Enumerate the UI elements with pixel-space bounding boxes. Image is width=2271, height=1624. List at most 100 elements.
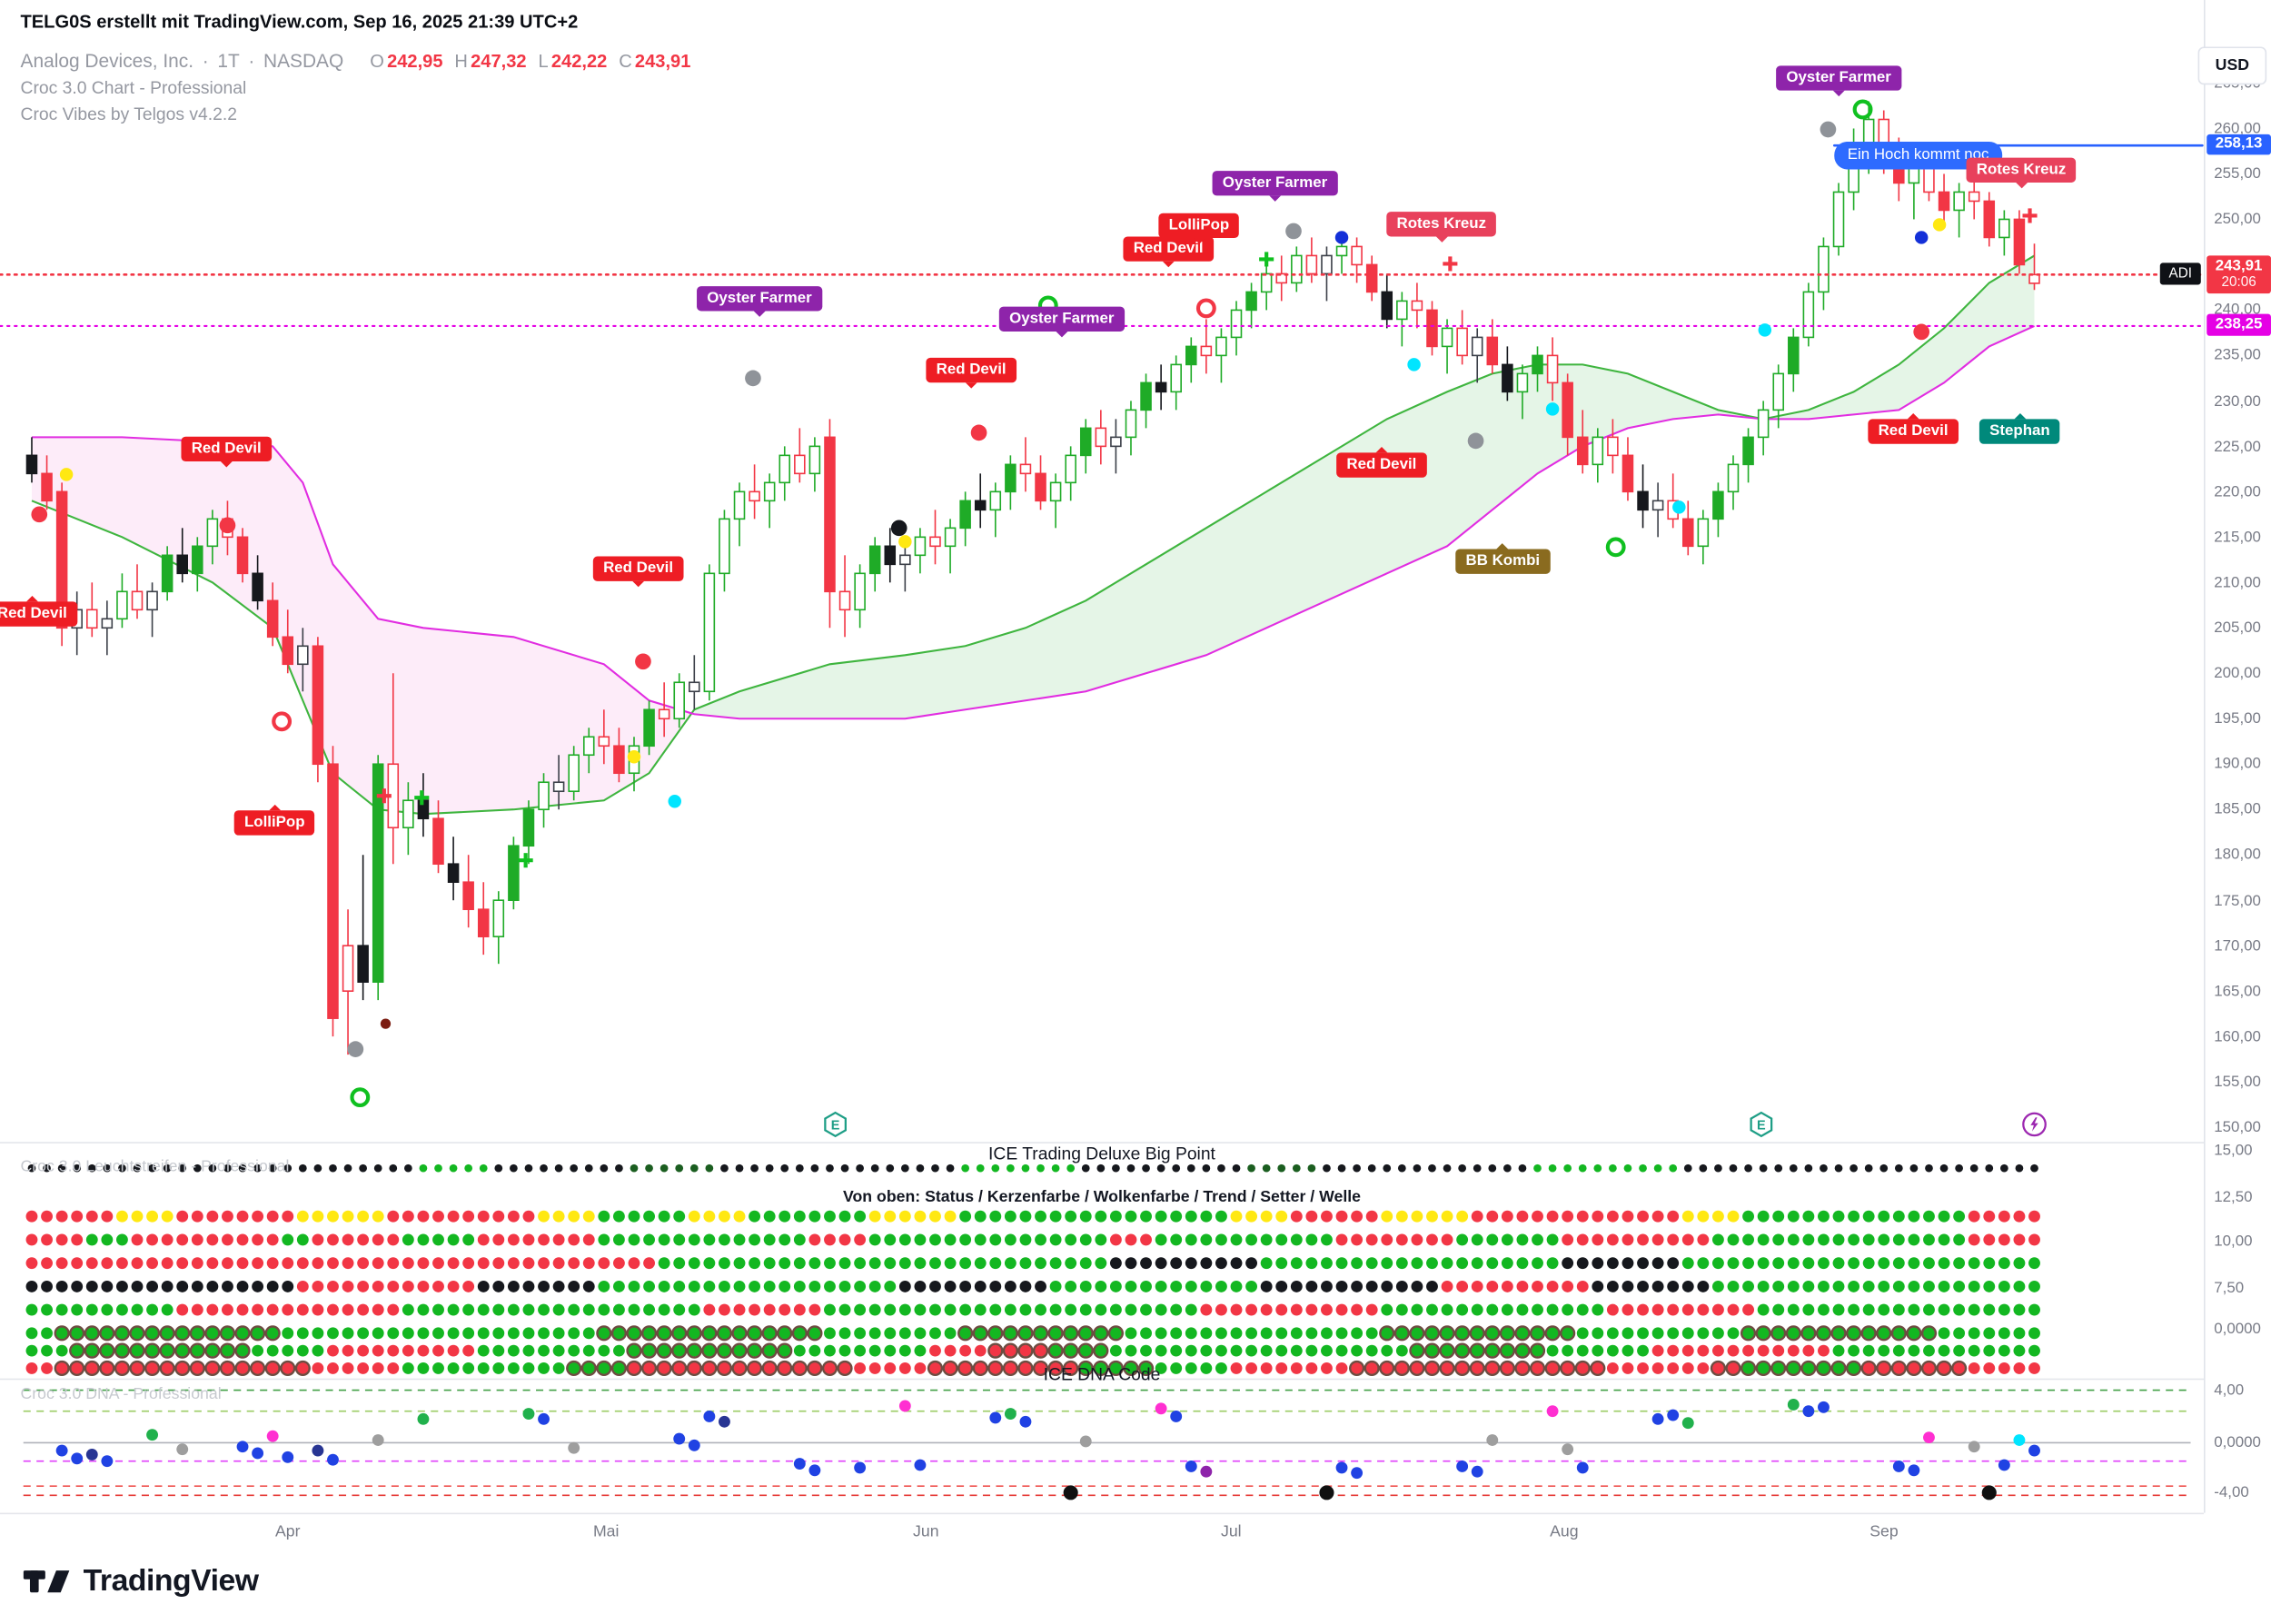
time-tick-label: Sep — [1869, 1522, 1899, 1541]
flag-lollipop[interactable]: LolliPop — [233, 804, 315, 836]
time-tick-label: Mai — [592, 1522, 620, 1541]
flag-red-devil[interactable]: Red Devil — [1868, 412, 1959, 444]
flag-lollipop[interactable]: LolliPop — [1158, 213, 1240, 244]
price-tick-label: 170,00 — [2214, 936, 2261, 955]
exchange-label: NASDAQ — [263, 49, 344, 72]
flag-red-devil[interactable]: Red Devil — [0, 595, 78, 627]
separator: · — [202, 49, 209, 72]
chart-icon-earnings[interactable]: E — [822, 1111, 848, 1138]
dna-indicator-label[interactable]: Croc 3.0 DNA - Professional — [20, 1385, 222, 1403]
svg-text:E: E — [1757, 1119, 1766, 1134]
price-tick-label: 205,00 — [2214, 619, 2261, 637]
price-tick-label: 175,00 — [2214, 891, 2261, 909]
bigpoint-dot-matrix — [25, 1164, 2040, 1377]
price-badge-alert-level: 258,13 — [2207, 134, 2271, 155]
time-tick-label: Jun — [913, 1522, 939, 1541]
flag-rotes-kreuz[interactable]: Rotes Kreuz — [1966, 157, 2077, 189]
time-tick-label: Jul — [1220, 1522, 1242, 1541]
price-tick-label: 255,00 — [2214, 164, 2261, 183]
low-label: L — [538, 51, 549, 72]
chart-icon-earnings[interactable]: E — [1748, 1111, 1774, 1138]
price-tick-label: 190,00 — [2214, 755, 2261, 773]
symbol-price-label: ADI — [2159, 262, 2201, 285]
separator: · — [248, 49, 255, 72]
flag-oyster-farmer[interactable]: Oyster Farmer — [697, 286, 822, 317]
close-label: C — [619, 51, 632, 72]
tradingview-wordmark: TradingView — [83, 1563, 259, 1598]
price-axis[interactable]: 265,00260,00255,00250,00245,00240,00235,… — [2204, 0, 2271, 1513]
svg-text:E: E — [831, 1119, 840, 1134]
flag-oyster-farmer[interactable]: Oyster Farmer — [998, 306, 1125, 338]
price-tick-label: 210,00 — [2214, 573, 2261, 591]
indicator-title-croc-vibes[interactable]: Croc Vibes by Telgos v4.2.2 — [20, 104, 237, 124]
close-value: 243,91 — [634, 51, 691, 72]
bigpoint-panel-subtitle: Von oben: Status / Kerzenfarbe / Wolkenf… — [843, 1188, 1361, 1206]
flag-rotes-kreuz[interactable]: Rotes Kreuz — [1386, 212, 1497, 243]
interval-label[interactable]: 1T — [217, 49, 240, 72]
price-tick-label: 15,00 — [2214, 1142, 2253, 1160]
flag-red-devil[interactable]: Red Devil — [1336, 446, 1427, 478]
price-tick-label: 4,00 — [2214, 1381, 2245, 1400]
flag-oyster-farmer[interactable]: Oyster Farmer — [1212, 171, 1338, 202]
time-axis[interactable]: Apr Mai Jun Jul Aug Sep — [0, 1512, 2205, 1550]
price-tick-label: 250,00 — [2214, 210, 2261, 229]
price-tick-label: 215,00 — [2214, 528, 2261, 546]
panel-separator[interactable] — [0, 1142, 2205, 1144]
ohlc-values: O 242,95 H 247,32 L 242,22 C 243,91 — [362, 51, 691, 72]
bigpoint-panel-title: ICE Trading Deluxe Big Point — [988, 1143, 1215, 1164]
price-tick-label: 10,00 — [2214, 1232, 2253, 1251]
dna-panel — [23, 1389, 2191, 1500]
earnings-icon: E — [824, 1111, 847, 1138]
time-tick-label: Apr — [274, 1522, 301, 1541]
panel-separator[interactable] — [0, 1378, 2205, 1381]
time-tick-label: Aug — [1550, 1522, 1579, 1541]
price-tick-label: 195,00 — [2214, 709, 2261, 728]
indicator-title-croc-chart[interactable]: Croc 3.0 Chart - Professional — [20, 77, 247, 98]
chart-icon-lightning[interactable] — [2021, 1111, 2048, 1137]
flag-bb-kombi[interactable]: BB Kombi — [1455, 543, 1551, 574]
price-tick-label: 220,00 — [2214, 482, 2261, 500]
price-tick-label: 0,0000 — [2214, 1433, 2261, 1452]
open-value: 242,95 — [387, 51, 443, 72]
symbol-name[interactable]: Analog Devices, Inc. — [20, 49, 194, 72]
currency-toggle-button[interactable]: USD — [2197, 46, 2267, 85]
high-value: 247,32 — [471, 51, 527, 72]
flag-red-devil[interactable]: Red Devil — [592, 556, 684, 588]
price-tick-label: 160,00 — [2214, 1027, 2261, 1045]
price-tick-label: -4,00 — [2214, 1483, 2249, 1501]
price-tick-label: 225,00 — [2214, 437, 2261, 455]
open-label: O — [370, 51, 384, 72]
high-label: H — [454, 51, 468, 72]
price-badge-current-price: 243,91 20:06 — [2207, 255, 2271, 294]
price-tick-label: 0,0000 — [2214, 1320, 2261, 1338]
price-tick-label: 235,00 — [2214, 346, 2261, 365]
lightning-icon — [2022, 1112, 2047, 1137]
bigpoint-indicator-label[interactable]: Croc 3.0 Leuchtstreifen - Professional — [20, 1157, 290, 1176]
flag-red-devil[interactable]: Red Devil — [181, 436, 272, 468]
ichimoku-cloud — [31, 254, 2036, 816]
price-tick-label: 155,00 — [2214, 1073, 2261, 1091]
symbol-title-row[interactable]: Analog Devices, Inc. · 1T · NASDAQ O 242,… — [21, 50, 691, 72]
chart-legend: Analog Devices, Inc. · 1T · NASDAQ O 242,… — [21, 50, 691, 124]
price-tick-label: 180,00 — [2214, 846, 2261, 864]
flag-red-devil[interactable]: Red Devil — [926, 357, 1016, 389]
price-tick-label: 150,00 — [2214, 1118, 2261, 1136]
price-tick-label: 12,50 — [2214, 1188, 2253, 1206]
price-tick-label: 260,00 — [2214, 119, 2261, 138]
signal-markers — [31, 99, 2038, 1108]
price-badge-stop-level: 238,25 — [2207, 314, 2271, 336]
flag-oyster-farmer[interactable]: Oyster Farmer — [1776, 65, 1902, 97]
price-tick-label: 165,00 — [2214, 982, 2261, 1000]
flag-red-devil[interactable]: Red Devil — [1123, 236, 1214, 268]
dna-panel-title: ICE DNA Code — [1043, 1363, 1161, 1385]
tradingview-logo[interactable]: TradingView — [23, 1562, 259, 1600]
price-tick-label: 185,00 — [2214, 800, 2261, 818]
flag-stephan[interactable]: Stephan — [1978, 412, 2060, 444]
price-tick-label: 7,50 — [2214, 1279, 2245, 1297]
earnings-icon: E — [1750, 1111, 1773, 1138]
price-lines — [0, 144, 2204, 327]
low-value: 242,22 — [550, 51, 608, 72]
